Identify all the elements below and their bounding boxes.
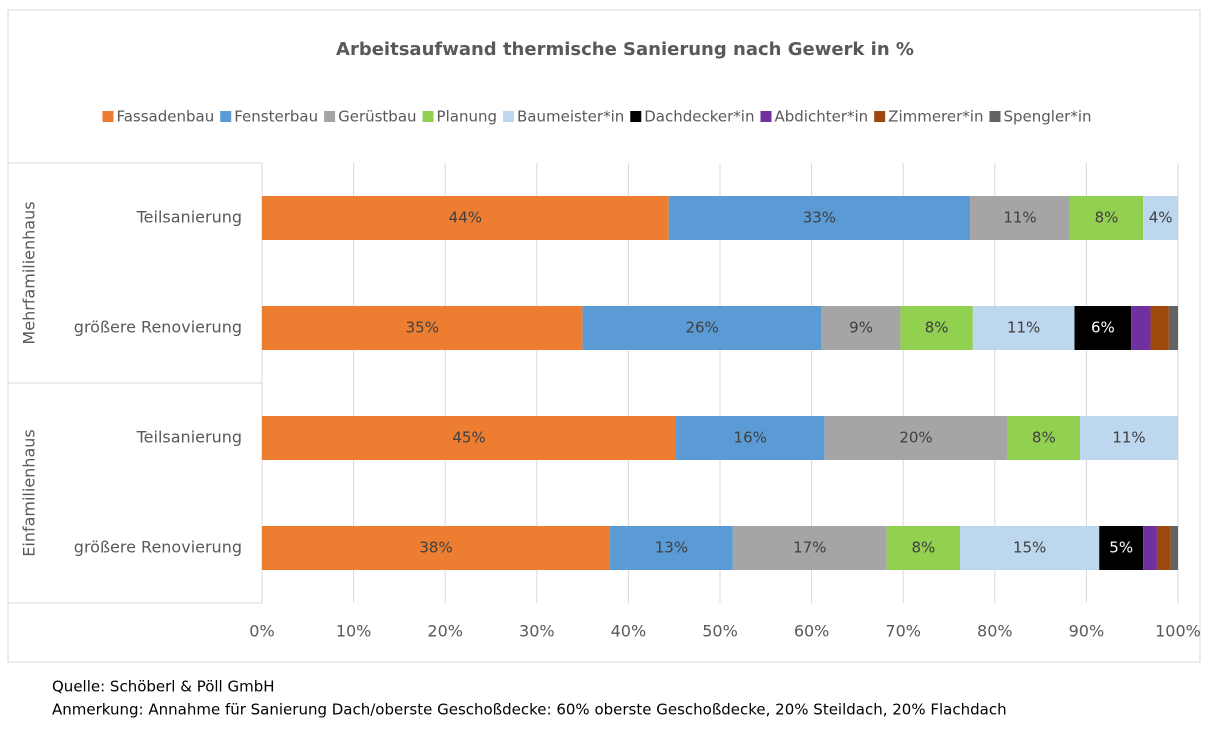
bar-segment — [262, 526, 611, 570]
bar-segment — [959, 526, 1100, 570]
data-label: 8% — [911, 539, 935, 557]
data-label: 6% — [1091, 319, 1115, 337]
bar-segment — [582, 306, 822, 350]
data-label: 17% — [793, 539, 826, 557]
bar-segment — [1079, 416, 1178, 460]
bar-segment — [1143, 196, 1178, 240]
bar-segment — [732, 526, 887, 570]
legend-swatch — [989, 111, 1001, 122]
legend-swatch — [102, 111, 114, 122]
bar-segment — [1131, 306, 1151, 350]
y-tick-label: größere Renovierung — [74, 538, 242, 557]
y-tick-label: Teilsanierung — [136, 208, 242, 227]
data-label: 38% — [419, 539, 452, 557]
data-label: 35% — [406, 319, 439, 337]
data-label: 11% — [1112, 429, 1145, 447]
data-label: 44% — [449, 209, 482, 227]
bar-segment — [972, 306, 1075, 350]
x-tick-label: 50% — [702, 622, 738, 641]
x-tick-label: 80% — [977, 622, 1013, 641]
bar-segment — [1074, 306, 1132, 350]
bar-segment — [1156, 526, 1171, 570]
legend-label: Abdichter*in — [774, 108, 868, 126]
x-tick-label: 90% — [1069, 622, 1105, 641]
legend-swatch — [220, 111, 232, 122]
data-label: 9% — [849, 319, 873, 337]
legend-label: Baumeister*in — [517, 108, 624, 126]
y-tick-label: größere Renovierung — [74, 318, 242, 337]
legend-label: Zimmerer*in — [888, 108, 983, 126]
x-tick-label: 30% — [519, 622, 555, 641]
chart-title: Arbeitsaufwand thermische Sanierung nach… — [336, 39, 914, 60]
legend-label: Planung — [437, 108, 497, 126]
data-label: 16% — [734, 429, 767, 447]
legend-swatch — [874, 111, 886, 122]
data-label: 8% — [925, 319, 949, 337]
legend-swatch — [630, 111, 642, 122]
bar-segment — [1007, 416, 1080, 460]
group-label: Mehrfamilienhaus — [20, 201, 39, 344]
legend-label: Dachdecker*in — [644, 108, 754, 126]
bar-segment — [1099, 526, 1144, 570]
legend-label: Gerüstbau — [338, 108, 416, 126]
data-label: 11% — [1007, 319, 1040, 337]
x-tick-label: 100% — [1155, 622, 1201, 641]
x-tick-label: 70% — [885, 622, 921, 641]
bar-segment — [1143, 526, 1157, 570]
data-label: 15% — [1013, 539, 1046, 557]
bar-segment — [1069, 196, 1144, 240]
data-label: 5% — [1109, 539, 1133, 557]
bar-segment — [824, 416, 1008, 460]
x-tick-label: 10% — [336, 622, 372, 641]
data-label: 20% — [899, 429, 932, 447]
group-label: Einfamilienhaus — [20, 429, 39, 556]
bar-segment — [886, 526, 960, 570]
data-label: 13% — [655, 539, 688, 557]
data-label: 4% — [1149, 209, 1173, 227]
bar-segment — [970, 196, 1070, 240]
bar-segment — [900, 306, 973, 350]
bar-segment — [1150, 306, 1169, 350]
x-tick-label: 60% — [794, 622, 830, 641]
data-label: 33% — [803, 209, 836, 227]
bar-segment — [1168, 306, 1178, 350]
data-label: 26% — [685, 319, 718, 337]
legend-swatch — [760, 111, 772, 122]
legend: Fassadenbau Fensterbau Gerüstbau Planung Bau… — [102, 108, 1092, 126]
legend-label: Fassadenbau — [116, 108, 214, 126]
bar-segment — [262, 306, 583, 350]
source: Quelle: Schöberl & Pöll GmbH — [52, 678, 275, 696]
legend-swatch — [502, 111, 514, 122]
bar-segment — [1170, 526, 1178, 570]
y-tick-label: Teilsanierung — [136, 428, 242, 447]
bar-segment — [676, 416, 825, 460]
legend-swatch — [324, 111, 336, 122]
x-tick-label: 20% — [427, 622, 463, 641]
data-label: 11% — [1003, 209, 1036, 227]
x-tick-label: 40% — [611, 622, 647, 641]
data-label: 45% — [452, 429, 485, 447]
data-label: 8% — [1095, 209, 1119, 227]
legend-label: Spengler*in — [1003, 108, 1091, 126]
note: Anmerkung: Annahme für Sanierung Dach/ob… — [52, 701, 1007, 719]
x-tick-label: 0% — [249, 622, 274, 641]
legend-label: Fensterbau — [234, 108, 318, 126]
bar-segment — [610, 526, 733, 570]
bar-segment — [668, 196, 971, 240]
bar-segment — [262, 416, 677, 460]
data-label: 8% — [1032, 429, 1056, 447]
bar-segment — [262, 196, 669, 240]
bar-segment — [821, 306, 901, 350]
legend-swatch — [422, 111, 434, 122]
